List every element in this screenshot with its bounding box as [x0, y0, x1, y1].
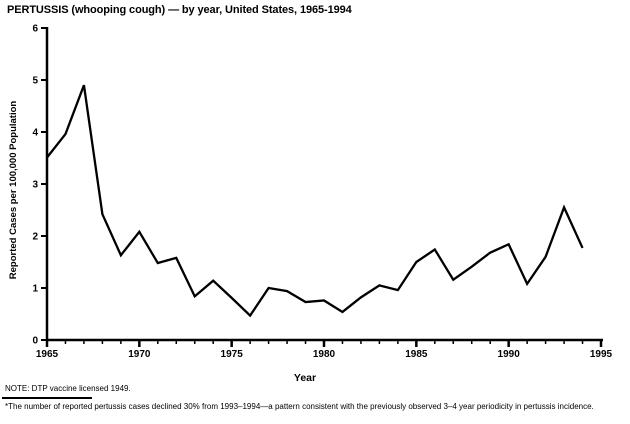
- y-tick-label: 5: [32, 76, 38, 87]
- x-tick-label: 1965: [36, 349, 59, 360]
- y-tick-label: 2: [32, 232, 38, 243]
- footnote-marker: *: [5, 402, 9, 411]
- y-tick-label: 0: [32, 336, 38, 347]
- x-axis-title: Year: [293, 372, 317, 384]
- footnote-text: The number of reported pertussis cases d…: [8, 402, 594, 411]
- vaccine-note: NOTE: DTP vaccine licensed 1949.: [5, 384, 131, 393]
- x-tick-label: 1975: [221, 349, 244, 360]
- y-axis-title: Reported Cases per 100,000 Population: [8, 100, 19, 280]
- y-tick-label: 3: [32, 180, 38, 191]
- pertussis-line-chart: 1965 1970 1975 1980 1985 1990 1995 0 1 2 3 4 5 6: [32, 24, 613, 361]
- y-tick-label: 6: [32, 24, 38, 35]
- data-line: [46, 84, 584, 318]
- x-tick-label: 1980: [313, 349, 336, 360]
- y-tick-label: 4: [32, 128, 38, 139]
- footnote: *The number of reported pertussis cases …: [5, 402, 630, 412]
- x-tick-label: 1995: [590, 349, 613, 360]
- x-tick-label: 1970: [128, 349, 151, 360]
- x-tick-label: 1990: [498, 349, 521, 360]
- chart-title: PERTUSSIS (whooping cough) — by year, Un…: [7, 4, 352, 16]
- y-tick-label: 1: [32, 284, 38, 295]
- x-tick-label: 1985: [405, 349, 428, 360]
- footnote-divider: [2, 397, 92, 399]
